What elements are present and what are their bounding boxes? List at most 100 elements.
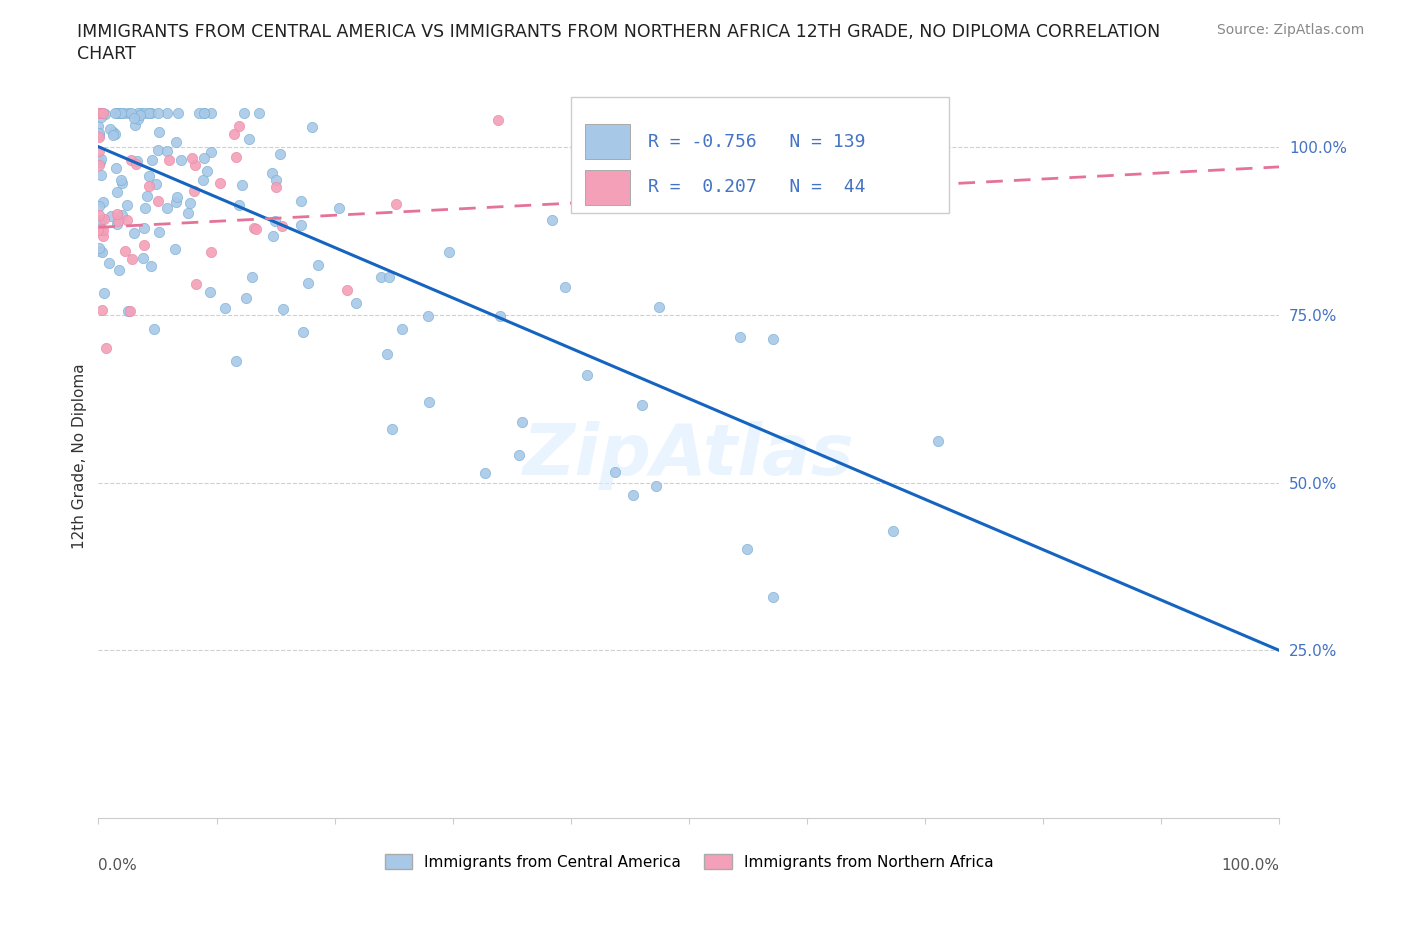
Point xyxy=(170,153,193,167)
Text: CHART: CHART xyxy=(77,45,136,62)
Point xyxy=(90,106,112,121)
Point xyxy=(141,106,163,121)
Point xyxy=(644,479,666,494)
Point xyxy=(301,120,323,135)
Point xyxy=(105,106,128,121)
Point xyxy=(91,303,114,318)
Point xyxy=(120,106,142,121)
Point xyxy=(146,193,169,208)
Point xyxy=(136,106,159,121)
Point xyxy=(184,277,207,292)
Point xyxy=(90,152,112,166)
Point xyxy=(117,212,139,227)
Point xyxy=(240,270,263,285)
Point xyxy=(209,176,232,191)
Point xyxy=(91,245,114,259)
Point xyxy=(603,465,626,480)
Point xyxy=(157,153,180,167)
Bar xyxy=(585,125,630,159)
Point xyxy=(156,201,179,216)
Point xyxy=(292,325,315,339)
Point xyxy=(118,304,141,319)
Point xyxy=(486,113,509,127)
Point xyxy=(648,299,671,314)
Text: 0.0%: 0.0% xyxy=(98,858,138,873)
Point xyxy=(554,279,576,294)
Point xyxy=(270,219,292,233)
Point xyxy=(87,222,110,237)
Point xyxy=(87,127,110,142)
Point xyxy=(228,118,250,133)
Point xyxy=(111,176,134,191)
Point xyxy=(489,309,512,324)
Point xyxy=(381,421,404,436)
Point xyxy=(166,106,188,121)
Point xyxy=(117,106,139,121)
Point xyxy=(100,208,122,223)
Point xyxy=(125,157,148,172)
Point xyxy=(735,541,758,556)
Point xyxy=(117,197,139,212)
Point xyxy=(90,167,112,182)
Point xyxy=(269,147,291,162)
Point xyxy=(437,245,460,259)
Point xyxy=(391,321,413,336)
Point xyxy=(195,164,218,179)
Point xyxy=(474,466,496,481)
Point xyxy=(104,126,127,141)
Point xyxy=(139,259,162,273)
Point xyxy=(148,125,170,140)
Point xyxy=(91,222,114,237)
Point xyxy=(307,258,329,272)
Point xyxy=(225,150,247,165)
Point xyxy=(124,117,146,132)
Point xyxy=(107,106,129,121)
Point xyxy=(262,228,284,243)
Point xyxy=(165,194,187,209)
Point xyxy=(264,173,287,188)
Point xyxy=(129,108,152,123)
Point xyxy=(375,347,398,362)
Point xyxy=(193,150,215,165)
Bar xyxy=(585,170,630,205)
Point xyxy=(262,166,284,180)
Point xyxy=(193,106,215,121)
Point xyxy=(575,368,598,383)
Point xyxy=(131,106,153,121)
Point xyxy=(510,415,533,430)
Point xyxy=(108,262,131,277)
Point xyxy=(87,208,110,223)
Point xyxy=(94,106,117,121)
Point xyxy=(110,106,132,121)
Point xyxy=(111,106,134,121)
Point xyxy=(344,296,367,311)
Point xyxy=(385,196,408,211)
Point xyxy=(104,106,127,121)
Point xyxy=(87,106,110,121)
Text: R = -0.756   N = 139: R = -0.756 N = 139 xyxy=(648,133,865,151)
Point xyxy=(132,220,155,235)
Point xyxy=(89,106,111,121)
Point xyxy=(243,221,266,236)
Point xyxy=(290,193,312,208)
Y-axis label: 12th Grade, No Diploma: 12th Grade, No Diploma xyxy=(72,363,87,549)
Point xyxy=(165,241,187,256)
Point xyxy=(121,251,143,266)
Point xyxy=(127,106,149,121)
Point xyxy=(148,142,170,157)
Point xyxy=(138,106,160,121)
Point xyxy=(193,106,215,121)
Point xyxy=(896,181,918,196)
Point xyxy=(290,218,312,232)
Point xyxy=(225,353,247,368)
Point xyxy=(180,150,202,165)
Point xyxy=(238,132,260,147)
Point xyxy=(183,183,205,198)
Point xyxy=(105,217,128,232)
Point xyxy=(138,168,160,183)
Point xyxy=(98,121,121,136)
Point xyxy=(122,111,145,126)
Point xyxy=(621,487,644,502)
Point xyxy=(370,270,392,285)
Point xyxy=(541,212,564,227)
